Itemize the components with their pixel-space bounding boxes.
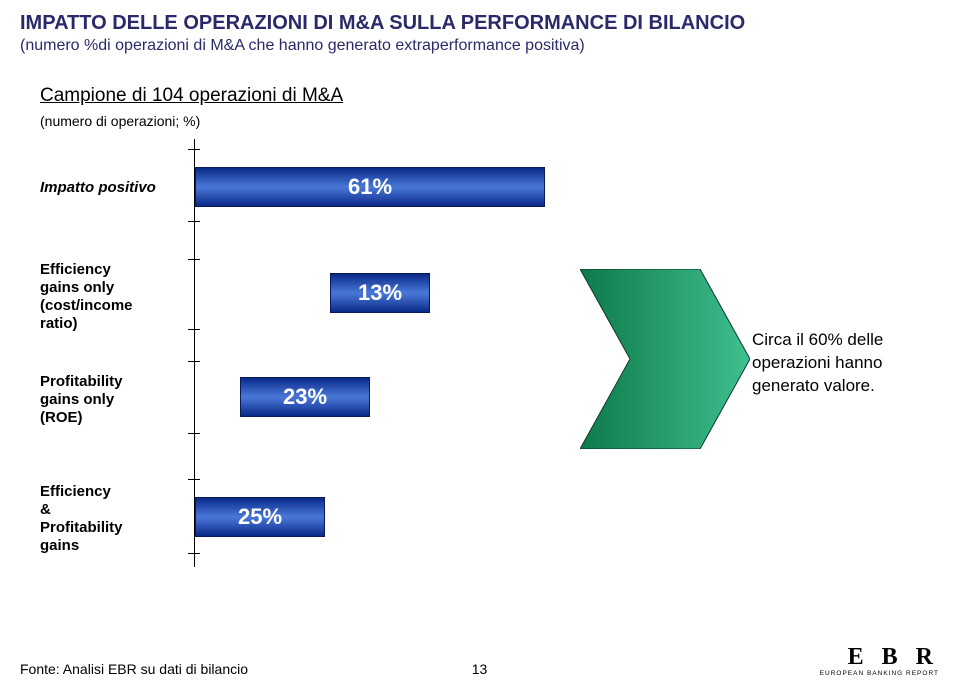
row-label-line: Impatto positivo (40, 179, 180, 197)
axis-tick (188, 329, 200, 330)
row-label-line: gains (40, 537, 180, 555)
row-label: Efficiencygains only(cost/incomeratio) (40, 261, 180, 333)
callout-line: operazioni hanno (752, 352, 942, 375)
row-label-line: gains only (40, 391, 180, 409)
bar: 25% (195, 497, 325, 537)
callout-line: Circa il 60% delle (752, 329, 942, 352)
page-title: IMPATTO DELLE OPERAZIONI DI M&A SULLA PE… (20, 12, 939, 35)
callout-text: Circa il 60% delle operazioni hanno gene… (752, 329, 942, 398)
page-number: 13 (472, 661, 488, 677)
row-label-line: gains only (40, 279, 180, 297)
title-block: IMPATTO DELLE OPERAZIONI DI M&A SULLA PE… (0, 0, 959, 55)
axis-tick (188, 149, 200, 150)
row-label-line: Efficiency (40, 261, 180, 279)
row-label: Impatto positivo (40, 179, 180, 197)
row-label-line: & (40, 501, 180, 519)
row-label-line: Profitability (40, 519, 180, 537)
logo-main: E B R (820, 645, 939, 669)
row-label: Profitabilitygains only(ROE) (40, 373, 180, 427)
row-label-line: ratio) (40, 315, 180, 333)
axis-label: (numero di operazioni; %) (40, 113, 959, 129)
bar-value: 25% (238, 504, 282, 530)
chart-title: Campione di 104 operazioni di M&A (40, 85, 959, 107)
bar-value: 23% (283, 384, 327, 410)
axis-tick (188, 433, 200, 434)
source-text: Fonte: Analisi EBR su dati di bilancio (20, 661, 248, 677)
chevron-shape (580, 269, 750, 449)
page-subtitle: (numero %di operazioni di M&A che hanno … (20, 37, 939, 55)
row-label-line: Efficiency (40, 483, 180, 501)
axis-tick (188, 361, 200, 362)
row-label-line: (cost/income (40, 297, 180, 315)
row-label-line: Profitability (40, 373, 180, 391)
axis-tick (188, 553, 200, 554)
logo: E B R EUROPEAN BANKING REPORT (820, 645, 939, 677)
footer: Fonte: Analisi EBR su dati di bilancio 1… (20, 645, 939, 677)
axis-tick (188, 479, 200, 480)
axis-tick (188, 221, 200, 222)
logo-sub: EUROPEAN BANKING REPORT (820, 670, 939, 677)
bar: 61% (195, 167, 545, 207)
bar: 23% (240, 377, 370, 417)
axis-tick (188, 259, 200, 260)
row-label: Efficiency&Profitabilitygains (40, 483, 180, 555)
bar: 13% (330, 273, 430, 313)
callout-line: generato valore. (752, 375, 942, 398)
bar-value: 13% (358, 280, 402, 306)
chart-area: Impatto positivo61%Efficiencygains only(… (40, 139, 920, 579)
row-label-line: (ROE) (40, 409, 180, 427)
bar-value: 61% (348, 174, 392, 200)
